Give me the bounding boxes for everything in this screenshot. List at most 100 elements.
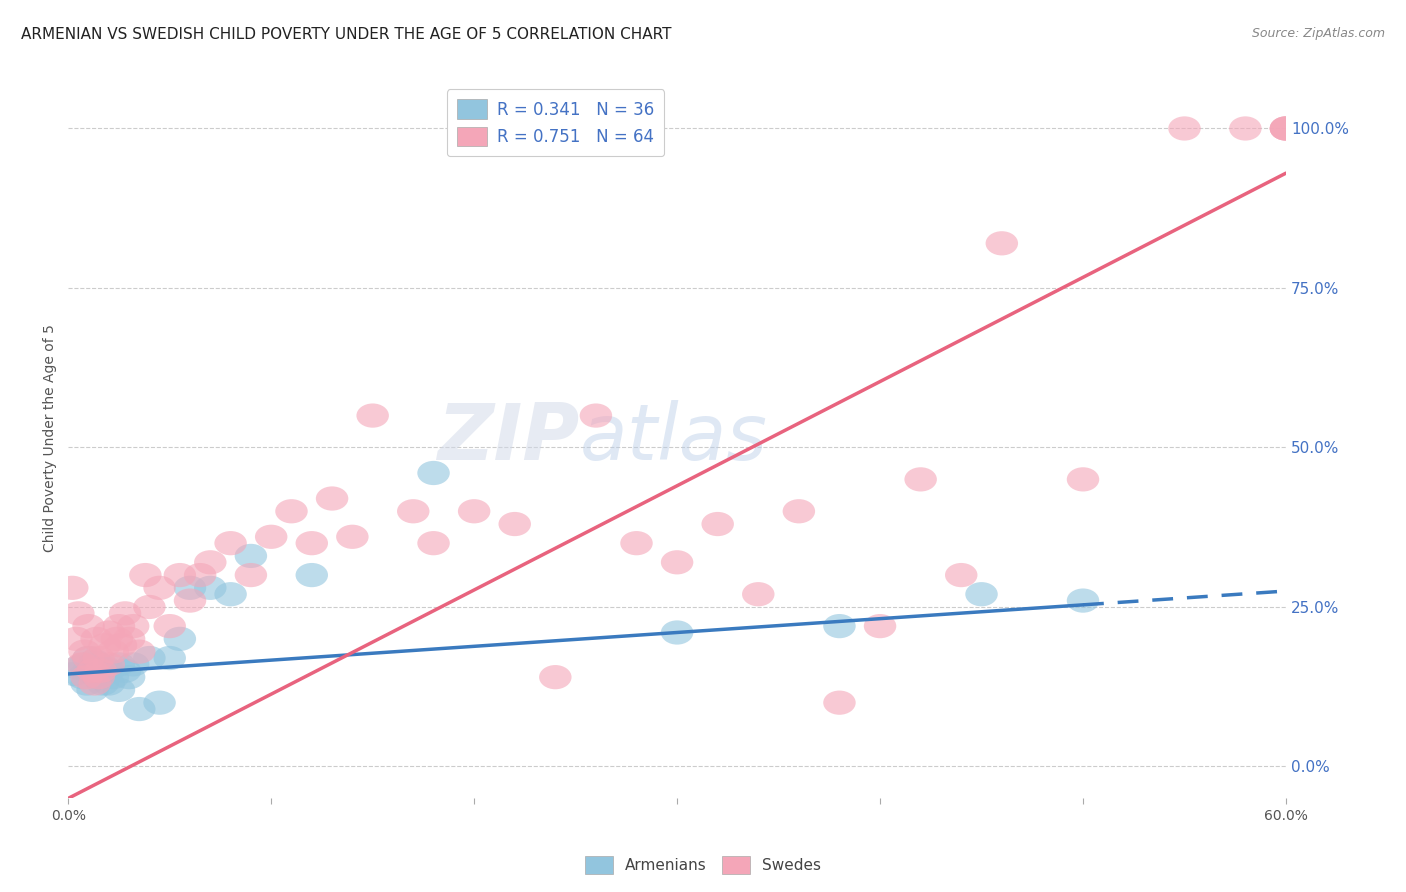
Ellipse shape xyxy=(124,697,156,721)
Ellipse shape xyxy=(824,614,856,639)
Ellipse shape xyxy=(357,403,389,427)
Ellipse shape xyxy=(112,627,145,651)
Ellipse shape xyxy=(72,658,105,683)
Ellipse shape xyxy=(153,614,186,639)
Ellipse shape xyxy=(184,563,217,587)
Ellipse shape xyxy=(103,614,135,639)
Ellipse shape xyxy=(276,500,308,524)
Ellipse shape xyxy=(163,563,195,587)
Ellipse shape xyxy=(1168,116,1201,141)
Ellipse shape xyxy=(396,500,429,524)
Legend: Armenians, Swedes: Armenians, Swedes xyxy=(579,850,827,880)
Ellipse shape xyxy=(336,524,368,549)
Ellipse shape xyxy=(235,563,267,587)
Ellipse shape xyxy=(112,665,145,690)
Ellipse shape xyxy=(174,575,207,600)
Text: Source: ZipAtlas.com: Source: ZipAtlas.com xyxy=(1251,27,1385,40)
Text: atlas: atlas xyxy=(579,400,768,476)
Text: ZIP: ZIP xyxy=(437,400,579,476)
Ellipse shape xyxy=(76,678,108,702)
Ellipse shape xyxy=(69,652,101,676)
Ellipse shape xyxy=(661,550,693,574)
Ellipse shape xyxy=(72,646,105,670)
Ellipse shape xyxy=(163,627,195,651)
Ellipse shape xyxy=(89,656,121,680)
Ellipse shape xyxy=(129,563,162,587)
Ellipse shape xyxy=(214,531,247,556)
Ellipse shape xyxy=(295,531,328,556)
Ellipse shape xyxy=(83,665,115,690)
Ellipse shape xyxy=(103,678,135,702)
Ellipse shape xyxy=(58,662,90,686)
Legend: R = 0.341   N = 36, R = 0.751   N = 64: R = 0.341 N = 36, R = 0.751 N = 64 xyxy=(447,89,664,156)
Ellipse shape xyxy=(316,486,349,510)
Ellipse shape xyxy=(79,649,111,673)
Y-axis label: Child Poverty Under the Age of 5: Child Poverty Under the Age of 5 xyxy=(44,324,58,552)
Ellipse shape xyxy=(76,658,108,683)
Ellipse shape xyxy=(83,652,115,676)
Ellipse shape xyxy=(1270,116,1302,141)
Ellipse shape xyxy=(295,563,328,587)
Ellipse shape xyxy=(87,672,120,696)
Ellipse shape xyxy=(418,461,450,485)
Text: ARMENIAN VS SWEDISH CHILD POVERTY UNDER THE AGE OF 5 CORRELATION CHART: ARMENIAN VS SWEDISH CHILD POVERTY UNDER … xyxy=(21,27,672,42)
Ellipse shape xyxy=(1270,116,1302,141)
Ellipse shape xyxy=(108,658,141,683)
Ellipse shape xyxy=(134,595,166,619)
Ellipse shape xyxy=(458,500,491,524)
Ellipse shape xyxy=(1229,116,1261,141)
Ellipse shape xyxy=(538,665,572,690)
Ellipse shape xyxy=(153,646,186,670)
Ellipse shape xyxy=(66,665,98,690)
Ellipse shape xyxy=(702,512,734,536)
Ellipse shape xyxy=(824,690,856,714)
Ellipse shape xyxy=(62,601,94,625)
Ellipse shape xyxy=(1270,116,1302,141)
Ellipse shape xyxy=(134,646,166,670)
Ellipse shape xyxy=(117,652,149,676)
Ellipse shape xyxy=(418,531,450,556)
Ellipse shape xyxy=(579,403,612,427)
Ellipse shape xyxy=(117,614,149,639)
Ellipse shape xyxy=(1067,467,1099,491)
Ellipse shape xyxy=(56,575,89,600)
Ellipse shape xyxy=(254,524,287,549)
Ellipse shape xyxy=(69,640,101,664)
Ellipse shape xyxy=(1067,589,1099,613)
Ellipse shape xyxy=(60,627,93,651)
Ellipse shape xyxy=(97,665,129,690)
Ellipse shape xyxy=(83,665,115,690)
Ellipse shape xyxy=(214,582,247,607)
Ellipse shape xyxy=(79,672,111,696)
Ellipse shape xyxy=(97,640,129,664)
Ellipse shape xyxy=(62,656,94,680)
Ellipse shape xyxy=(194,575,226,600)
Ellipse shape xyxy=(945,563,977,587)
Ellipse shape xyxy=(93,652,125,676)
Ellipse shape xyxy=(72,646,105,670)
Ellipse shape xyxy=(124,640,156,664)
Ellipse shape xyxy=(783,500,815,524)
Ellipse shape xyxy=(174,589,207,613)
Ellipse shape xyxy=(966,582,998,607)
Ellipse shape xyxy=(70,665,103,690)
Ellipse shape xyxy=(83,646,115,670)
Ellipse shape xyxy=(1270,116,1302,141)
Ellipse shape xyxy=(89,633,121,657)
Ellipse shape xyxy=(499,512,531,536)
Ellipse shape xyxy=(93,658,125,683)
Ellipse shape xyxy=(101,627,134,651)
Ellipse shape xyxy=(105,633,138,657)
Ellipse shape xyxy=(194,550,226,574)
Ellipse shape xyxy=(70,672,103,696)
Ellipse shape xyxy=(80,627,112,651)
Ellipse shape xyxy=(620,531,652,556)
Ellipse shape xyxy=(904,467,936,491)
Ellipse shape xyxy=(742,582,775,607)
Ellipse shape xyxy=(986,231,1018,255)
Ellipse shape xyxy=(103,652,135,676)
Ellipse shape xyxy=(143,690,176,714)
Ellipse shape xyxy=(661,620,693,645)
Ellipse shape xyxy=(84,658,117,683)
Ellipse shape xyxy=(72,614,105,639)
